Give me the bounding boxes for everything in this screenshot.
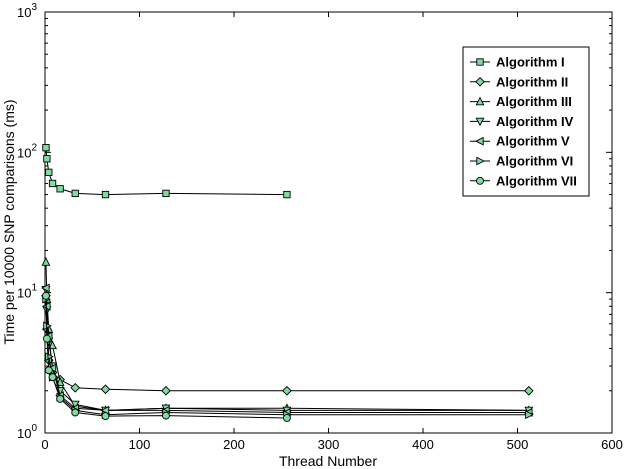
y-tick-label: 101 [17, 283, 37, 301]
legend-label: Algorithm II [496, 74, 568, 89]
legend-item: Algorithm IV [470, 114, 574, 129]
legend-label: Algorithm V [496, 134, 570, 149]
data-point [101, 412, 110, 421]
data-point [525, 410, 534, 420]
legend-marker [475, 96, 485, 106]
data-point [45, 168, 53, 177]
y-tick-base: 10 [17, 286, 31, 301]
data-point [161, 385, 171, 396]
x-tick-label: 0 [41, 437, 48, 452]
x-axis-label: Thread Number [279, 453, 377, 469]
y-tick-label: 103 [17, 2, 37, 20]
legend-label: Algorithm VI [496, 154, 573, 169]
legend-marker [475, 76, 485, 87]
data-point [71, 408, 80, 417]
data-point [162, 189, 170, 198]
y-tick-exponent: 0 [31, 423, 37, 434]
data-point [42, 334, 51, 343]
legend-label: Algorithm III [496, 94, 572, 109]
data-point [56, 394, 65, 403]
data-point [283, 190, 291, 199]
y-tick-label: 102 [17, 142, 37, 160]
data-point [70, 400, 80, 410]
data-point [524, 385, 534, 396]
legend-marker [476, 58, 484, 66]
y-tick-base: 10 [17, 145, 31, 160]
x-axis-ticks: 0 100 200 300 400 500 600 [41, 12, 623, 452]
data-point [70, 382, 81, 393]
legend-item: Algorithm I [470, 55, 565, 70]
data-point [101, 190, 110, 199]
data-point [41, 257, 51, 266]
data-point [48, 340, 57, 350]
x-tick-label: 300 [318, 437, 340, 452]
data-point [282, 385, 292, 396]
legend-label: Algorithm I [496, 55, 565, 70]
legend-marker [476, 156, 485, 166]
data-point [56, 185, 64, 193]
y-tick-exponent: 1 [31, 283, 37, 294]
series-7 [41, 291, 291, 422]
series-1 [42, 143, 291, 199]
x-tick-label: 600 [601, 437, 623, 452]
data-point [41, 291, 50, 300]
legend-item: Algorithm VI [470, 154, 573, 169]
data-point [282, 414, 291, 422]
y-tick-base: 10 [17, 5, 31, 20]
legend-item: Algorithm II [470, 74, 568, 89]
y-tick-exponent: 2 [31, 142, 37, 153]
legend-item: Algorithm VII [470, 173, 577, 188]
y-tick-label: 100 [17, 423, 37, 441]
x-tick-label: 100 [129, 437, 151, 452]
legend-marker [475, 136, 484, 146]
data-point [43, 321, 52, 331]
legend-label: Algorithm IV [496, 114, 574, 129]
series-line [45, 287, 529, 413]
data-point [48, 179, 57, 188]
series-layer [40, 143, 534, 422]
data-point [100, 384, 111, 395]
data-point [40, 283, 50, 293]
x-tick-label: 400 [412, 437, 434, 452]
data-point [162, 411, 170, 420]
legend-label: Algorithm VII [496, 173, 577, 188]
y-axis-label: Time per 10000 SNP comparisons (ms) [1, 99, 17, 344]
legend-item: Algorithm V [470, 134, 570, 149]
legend: Algorithm I Algorithm II Algorithm III Algo… [462, 46, 590, 197]
data-point [48, 373, 57, 382]
legend-item: Algorithm III [470, 94, 572, 109]
data-point [71, 189, 79, 198]
y-tick-base: 10 [17, 426, 31, 441]
x-tick-label: 200 [223, 437, 245, 452]
data-point [43, 155, 51, 163]
y-tick-exponent: 3 [31, 2, 37, 13]
data-point [44, 366, 53, 375]
legend-marker [475, 117, 485, 127]
x-tick-label: 500 [507, 437, 529, 452]
legend-marker [476, 176, 484, 185]
data-point [42, 143, 50, 152]
